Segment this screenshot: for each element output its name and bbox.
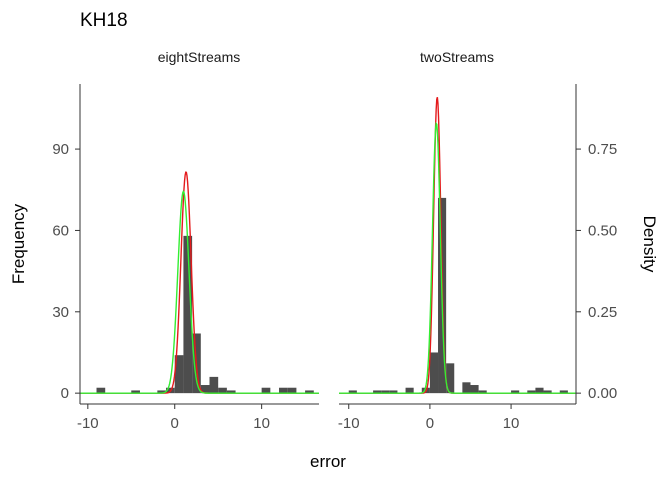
histogram-bar-eightstreams [261, 387, 271, 394]
histogram-bar-twostreams [527, 390, 536, 394]
histogram-bar-eightstreams [287, 387, 297, 394]
histogram-bar-eightstreams [279, 387, 288, 394]
histogram-bar-eightstreams [174, 355, 184, 394]
x-tick-label: 10 [503, 415, 520, 432]
histogram-bar-eightstreams [131, 390, 140, 394]
density-curve-green-twostreams [339, 121, 576, 394]
histogram-bar-twostreams [478, 390, 487, 394]
panel-curves-eightstreams [80, 171, 319, 394]
density-curve-red-twostreams [339, 97, 576, 394]
y-right-tick-label: 0.25 [588, 304, 617, 321]
x-axis-title: error [310, 452, 346, 471]
histogram-bar-eightstreams [183, 235, 193, 394]
panel-twostreams: twoStreams [339, 49, 577, 405]
histogram-bar-eightstreams [200, 385, 210, 394]
y-right-tick-label: 0.50 [588, 222, 617, 239]
histogram-bar-twostreams [348, 390, 357, 394]
histogram-bar-twostreams [389, 390, 398, 394]
x-tick-label: -10 [77, 415, 99, 432]
panel-label-eightstreams: eightStreams [158, 49, 240, 65]
histogram-bar-twostreams [535, 387, 544, 394]
y-right-tick-label: 0.00 [588, 385, 617, 402]
histogram-bar-twostreams [373, 390, 382, 394]
y-axis-title-left: Frequency [9, 203, 28, 284]
histogram-bar-eightstreams [226, 390, 236, 394]
panel-curves-twostreams [339, 97, 576, 394]
panel-bars-twostreams [348, 197, 568, 394]
histogram-bar-eightstreams [305, 390, 314, 394]
x-ticks: -10 0 10 -10 0 10 [77, 404, 519, 432]
histogram-bar-twostreams [511, 390, 520, 394]
histogram-bar-twostreams [559, 390, 568, 394]
histogram-bar-twostreams [381, 390, 390, 394]
y-left-tick-label: 30 [52, 304, 69, 321]
histogram-bar-eightstreams [209, 376, 219, 394]
y-left-tick-label: 0 [61, 385, 69, 402]
y-left-tick-label: 90 [52, 141, 69, 158]
y-left-tick-label: 60 [52, 222, 69, 239]
x-tick-label: 10 [253, 415, 270, 432]
histogram-bar-eightstreams [96, 387, 106, 394]
chart-title: KH18 [80, 10, 128, 31]
histogram-bar-twostreams [429, 352, 439, 394]
histogram-bar-twostreams [446, 363, 455, 394]
y-right-tick-label: 0.75 [588, 141, 617, 158]
histogram-bar-eightstreams [157, 390, 167, 394]
x-tick-label: 0 [171, 415, 179, 432]
y-axis-title-right: Density [640, 216, 659, 273]
histogram-bar-twostreams [405, 387, 414, 394]
panel-bars-eightstreams [96, 235, 314, 394]
panel-label-twostreams: twoStreams [420, 49, 494, 65]
x-tick-label: 0 [426, 415, 434, 432]
panel-eightstreams: eightStreams [79, 49, 319, 405]
y-right-ticks: 0.00 0.25 0.50 0.75 [576, 141, 617, 402]
histogram-bar-eightstreams [218, 387, 227, 394]
histogram-bar-twostreams [470, 385, 479, 394]
x-tick-label: -10 [338, 415, 360, 432]
y-left-ticks: 0 30 60 90 [52, 141, 80, 402]
histogram-bar-twostreams [462, 382, 471, 394]
histogram-bar-twostreams [543, 390, 552, 394]
density-curve-green-eightstreams [80, 189, 319, 394]
